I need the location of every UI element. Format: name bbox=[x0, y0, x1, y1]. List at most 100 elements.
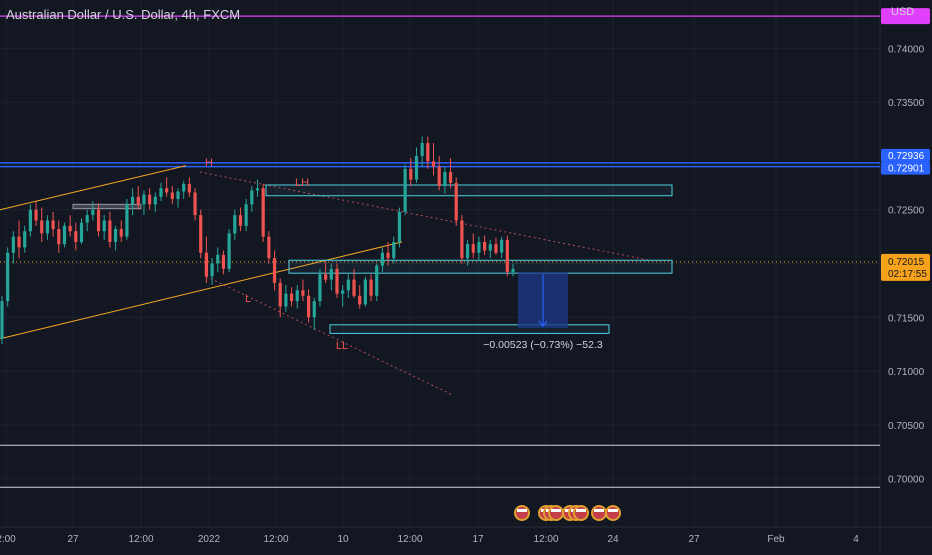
candle bbox=[369, 274, 373, 302]
candle-body bbox=[443, 172, 447, 187]
candle bbox=[324, 261, 328, 283]
candle-body bbox=[505, 239, 509, 273]
candle-body bbox=[352, 279, 356, 296]
candle bbox=[363, 276, 367, 307]
candle bbox=[431, 143, 436, 176]
grid-lines bbox=[0, 0, 880, 527]
candle-body bbox=[199, 215, 203, 253]
candle bbox=[0, 295, 4, 345]
candle-body bbox=[113, 229, 118, 242]
zone-box bbox=[72, 203, 142, 210]
event-flag-inner bbox=[593, 507, 605, 519]
candle bbox=[79, 218, 84, 245]
candle-body bbox=[142, 194, 146, 205]
candle bbox=[386, 241, 390, 266]
event-flag-inner bbox=[550, 507, 562, 519]
candle-body bbox=[28, 209, 32, 232]
candle bbox=[130, 188, 135, 216]
candle-body bbox=[125, 204, 129, 237]
candle bbox=[301, 279, 305, 302]
candle-body bbox=[392, 241, 396, 259]
candle-body bbox=[471, 244, 475, 253]
annotation-l: L bbox=[245, 293, 251, 305]
annotation-ll: LL bbox=[336, 340, 348, 352]
time-tick-label: 27 bbox=[67, 534, 79, 545]
candle bbox=[295, 285, 299, 309]
candle-body bbox=[221, 254, 226, 269]
magenta-level-bg bbox=[881, 8, 930, 25]
candle bbox=[199, 209, 203, 259]
event-flag-inner bbox=[516, 507, 528, 519]
candle-body bbox=[250, 190, 254, 205]
candle-body bbox=[346, 279, 350, 291]
candle-body bbox=[483, 241, 487, 251]
candle bbox=[454, 177, 458, 226]
zone-box bbox=[329, 324, 610, 334]
price-tick-label: 0.74000 bbox=[888, 44, 925, 55]
candle bbox=[57, 220, 61, 253]
candle bbox=[261, 183, 265, 242]
candle bbox=[392, 236, 396, 264]
currency-label[interactable]: USD bbox=[891, 6, 915, 18]
zone-box bbox=[265, 184, 673, 197]
candle-body bbox=[369, 279, 373, 296]
dotted-resistance-line bbox=[199, 171, 651, 261]
candle-body bbox=[278, 282, 282, 307]
candle-body bbox=[187, 183, 191, 193]
candle bbox=[488, 239, 492, 259]
candle bbox=[289, 287, 294, 307]
time-tick-label: 12:00 bbox=[128, 534, 153, 545]
candle-body bbox=[23, 231, 27, 248]
zone-box bbox=[288, 259, 673, 274]
candle bbox=[250, 186, 254, 212]
candle bbox=[233, 209, 237, 240]
candle bbox=[448, 158, 453, 189]
candle bbox=[409, 158, 413, 187]
candle-body bbox=[375, 265, 379, 296]
candle-body bbox=[397, 211, 402, 242]
candle bbox=[210, 258, 214, 286]
candle-body bbox=[119, 229, 123, 237]
annotation-lh: LH bbox=[295, 177, 309, 189]
candle-body bbox=[6, 252, 10, 302]
candle-body bbox=[85, 215, 89, 223]
candle-body bbox=[159, 188, 163, 197]
candle-body bbox=[244, 204, 248, 226]
candle bbox=[165, 177, 169, 197]
candle bbox=[318, 268, 322, 307]
price-tick-label: 0.70000 bbox=[888, 475, 925, 486]
candle-body bbox=[477, 241, 481, 253]
price-tick-label: 0.72500 bbox=[888, 206, 925, 217]
candle bbox=[193, 188, 197, 221]
candle bbox=[40, 207, 44, 242]
candle-body bbox=[426, 143, 430, 162]
annotation-h: H bbox=[205, 157, 213, 169]
candle-body bbox=[130, 196, 135, 205]
time-tick-label: 2:00 bbox=[0, 534, 16, 545]
event-flag-inner bbox=[607, 507, 619, 519]
candle bbox=[352, 268, 356, 298]
event-flag-stripe bbox=[576, 509, 586, 512]
candle bbox=[142, 190, 146, 216]
time-tick-label: 2022 bbox=[198, 534, 221, 545]
candle bbox=[91, 201, 95, 221]
candle bbox=[125, 198, 129, 240]
candle bbox=[358, 285, 362, 309]
candle bbox=[221, 250, 226, 275]
candle-body bbox=[0, 301, 4, 339]
candle-body bbox=[57, 229, 61, 245]
candle bbox=[108, 211, 112, 248]
level-price-label: 0.72901 bbox=[881, 161, 930, 175]
candle-body bbox=[91, 209, 95, 216]
candle bbox=[272, 250, 277, 291]
candle-body bbox=[227, 233, 231, 269]
candle bbox=[51, 211, 55, 237]
candle-body bbox=[182, 183, 186, 192]
measurement-tool: −0.00523 (−0.73%) −52.3 bbox=[483, 272, 603, 351]
candle bbox=[182, 180, 186, 199]
event-flag-stripe bbox=[517, 509, 527, 512]
event-flag-stripe bbox=[608, 509, 618, 512]
